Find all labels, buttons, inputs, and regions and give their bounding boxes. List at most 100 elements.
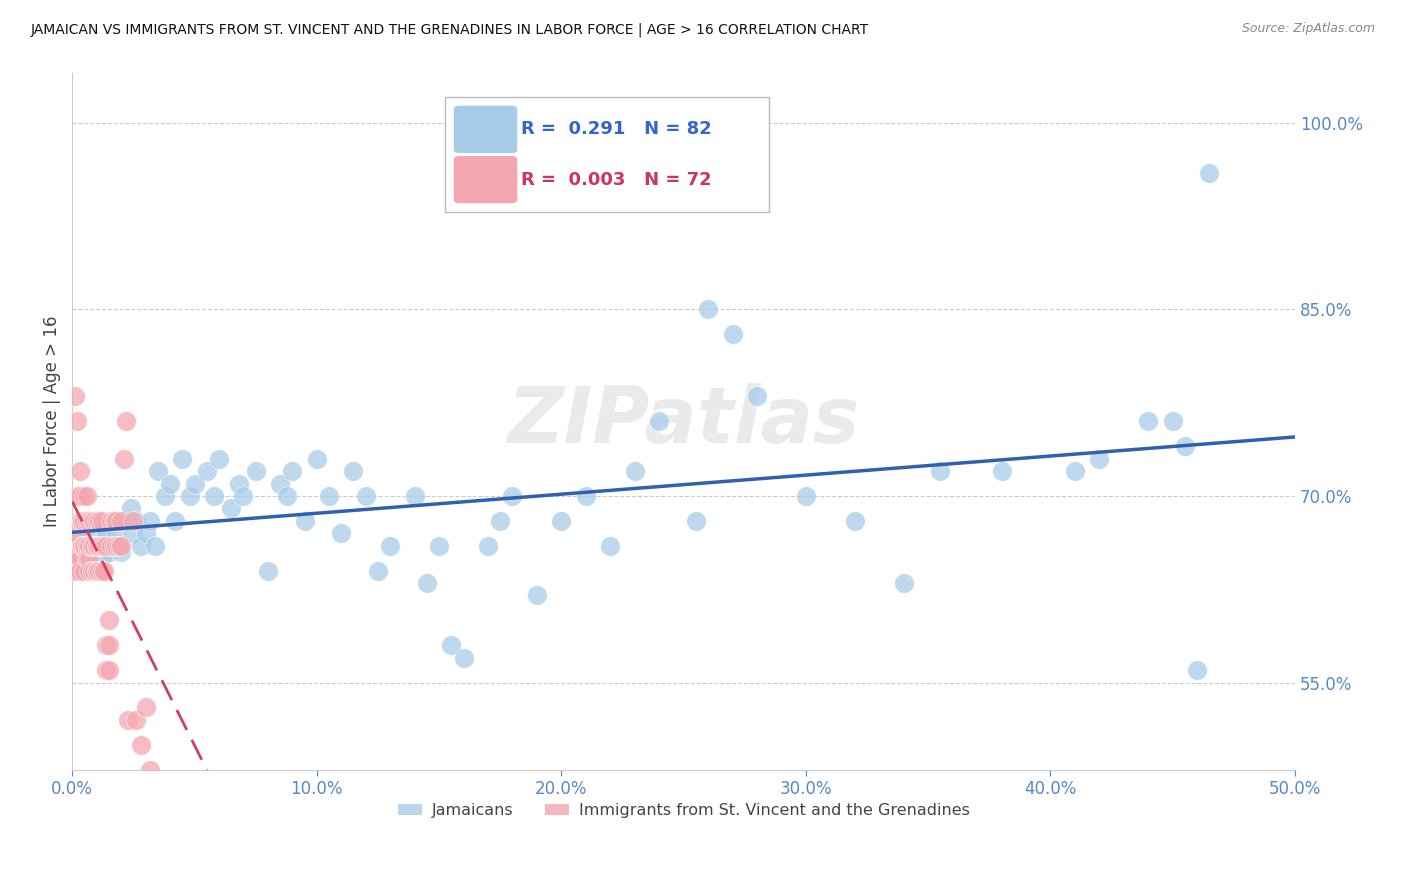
Point — [83, 564, 105, 578]
Point — [685, 514, 707, 528]
Point — [367, 564, 389, 578]
Point — [90, 539, 112, 553]
Point — [73, 564, 96, 578]
Point — [105, 514, 128, 528]
Point — [79, 551, 101, 566]
Point — [110, 539, 132, 553]
Point — [575, 489, 598, 503]
Point — [86, 539, 108, 553]
Point — [73, 514, 96, 528]
Point — [69, 514, 91, 528]
Point — [1088, 451, 1111, 466]
Point — [794, 489, 817, 503]
Point — [257, 564, 280, 578]
Point — [440, 638, 463, 652]
Point — [86, 514, 108, 528]
Point — [1198, 165, 1220, 179]
Point — [245, 464, 267, 478]
Point — [648, 414, 671, 428]
Point — [117, 713, 139, 727]
Point — [66, 526, 89, 541]
Point — [163, 514, 186, 528]
Point — [276, 489, 298, 503]
Text: R =  0.291   N = 82: R = 0.291 N = 82 — [522, 120, 711, 138]
Point — [135, 700, 157, 714]
Point — [228, 476, 250, 491]
Point — [96, 539, 118, 553]
Point — [122, 526, 145, 541]
Point — [125, 713, 148, 727]
Point — [404, 489, 426, 503]
Point — [89, 514, 111, 528]
Point — [115, 414, 138, 428]
Point — [69, 564, 91, 578]
Point — [76, 539, 98, 553]
Point — [110, 545, 132, 559]
Point — [79, 514, 101, 528]
Point — [100, 539, 122, 553]
Point — [86, 514, 108, 528]
Point — [416, 576, 439, 591]
Point — [105, 526, 128, 541]
Legend: Jamaicans, Immigrants from St. Vincent and the Grenadines: Jamaicans, Immigrants from St. Vincent a… — [391, 797, 976, 824]
Point — [378, 539, 401, 553]
Point — [89, 539, 111, 553]
Point — [219, 501, 242, 516]
Point — [80, 539, 103, 553]
Point — [501, 489, 523, 503]
Point — [550, 514, 572, 528]
Text: R =  0.003   N = 72: R = 0.003 N = 72 — [522, 170, 711, 188]
Point — [76, 489, 98, 503]
Point — [929, 464, 952, 478]
Point — [129, 539, 152, 553]
Text: Source: ZipAtlas.com: Source: ZipAtlas.com — [1241, 22, 1375, 36]
Point — [83, 539, 105, 553]
Point — [93, 533, 115, 547]
Point — [269, 476, 291, 491]
Point — [66, 489, 89, 503]
Point — [103, 514, 125, 528]
Point — [89, 564, 111, 578]
Point — [97, 613, 120, 627]
Point — [745, 389, 768, 403]
Point — [294, 514, 316, 528]
Point — [135, 526, 157, 541]
Point — [489, 514, 512, 528]
Point — [89, 539, 111, 553]
Point — [179, 489, 201, 503]
Point — [1137, 414, 1160, 428]
Point — [73, 539, 96, 553]
Point — [477, 539, 499, 553]
Point — [354, 489, 377, 503]
Point — [146, 464, 169, 478]
Point — [844, 514, 866, 528]
Point — [153, 489, 176, 503]
Point — [80, 514, 103, 528]
Point — [69, 489, 91, 503]
Point — [76, 514, 98, 528]
Point — [599, 539, 621, 553]
Point — [232, 489, 254, 503]
Point — [103, 514, 125, 528]
FancyBboxPatch shape — [446, 97, 769, 212]
Point — [96, 526, 118, 541]
Point — [103, 539, 125, 553]
Point — [86, 539, 108, 553]
Point — [73, 551, 96, 566]
Point — [139, 514, 162, 528]
Point — [145, 539, 167, 553]
Point — [73, 539, 96, 553]
Point — [100, 539, 122, 553]
Point — [697, 302, 720, 317]
Point — [86, 564, 108, 578]
Point — [66, 551, 89, 566]
Point — [70, 539, 93, 553]
Point — [83, 551, 105, 566]
Point — [76, 551, 98, 566]
Point — [105, 539, 128, 553]
Point — [623, 464, 645, 478]
Point — [1161, 414, 1184, 428]
Point — [66, 539, 89, 553]
Point — [318, 489, 340, 503]
Point — [80, 526, 103, 541]
